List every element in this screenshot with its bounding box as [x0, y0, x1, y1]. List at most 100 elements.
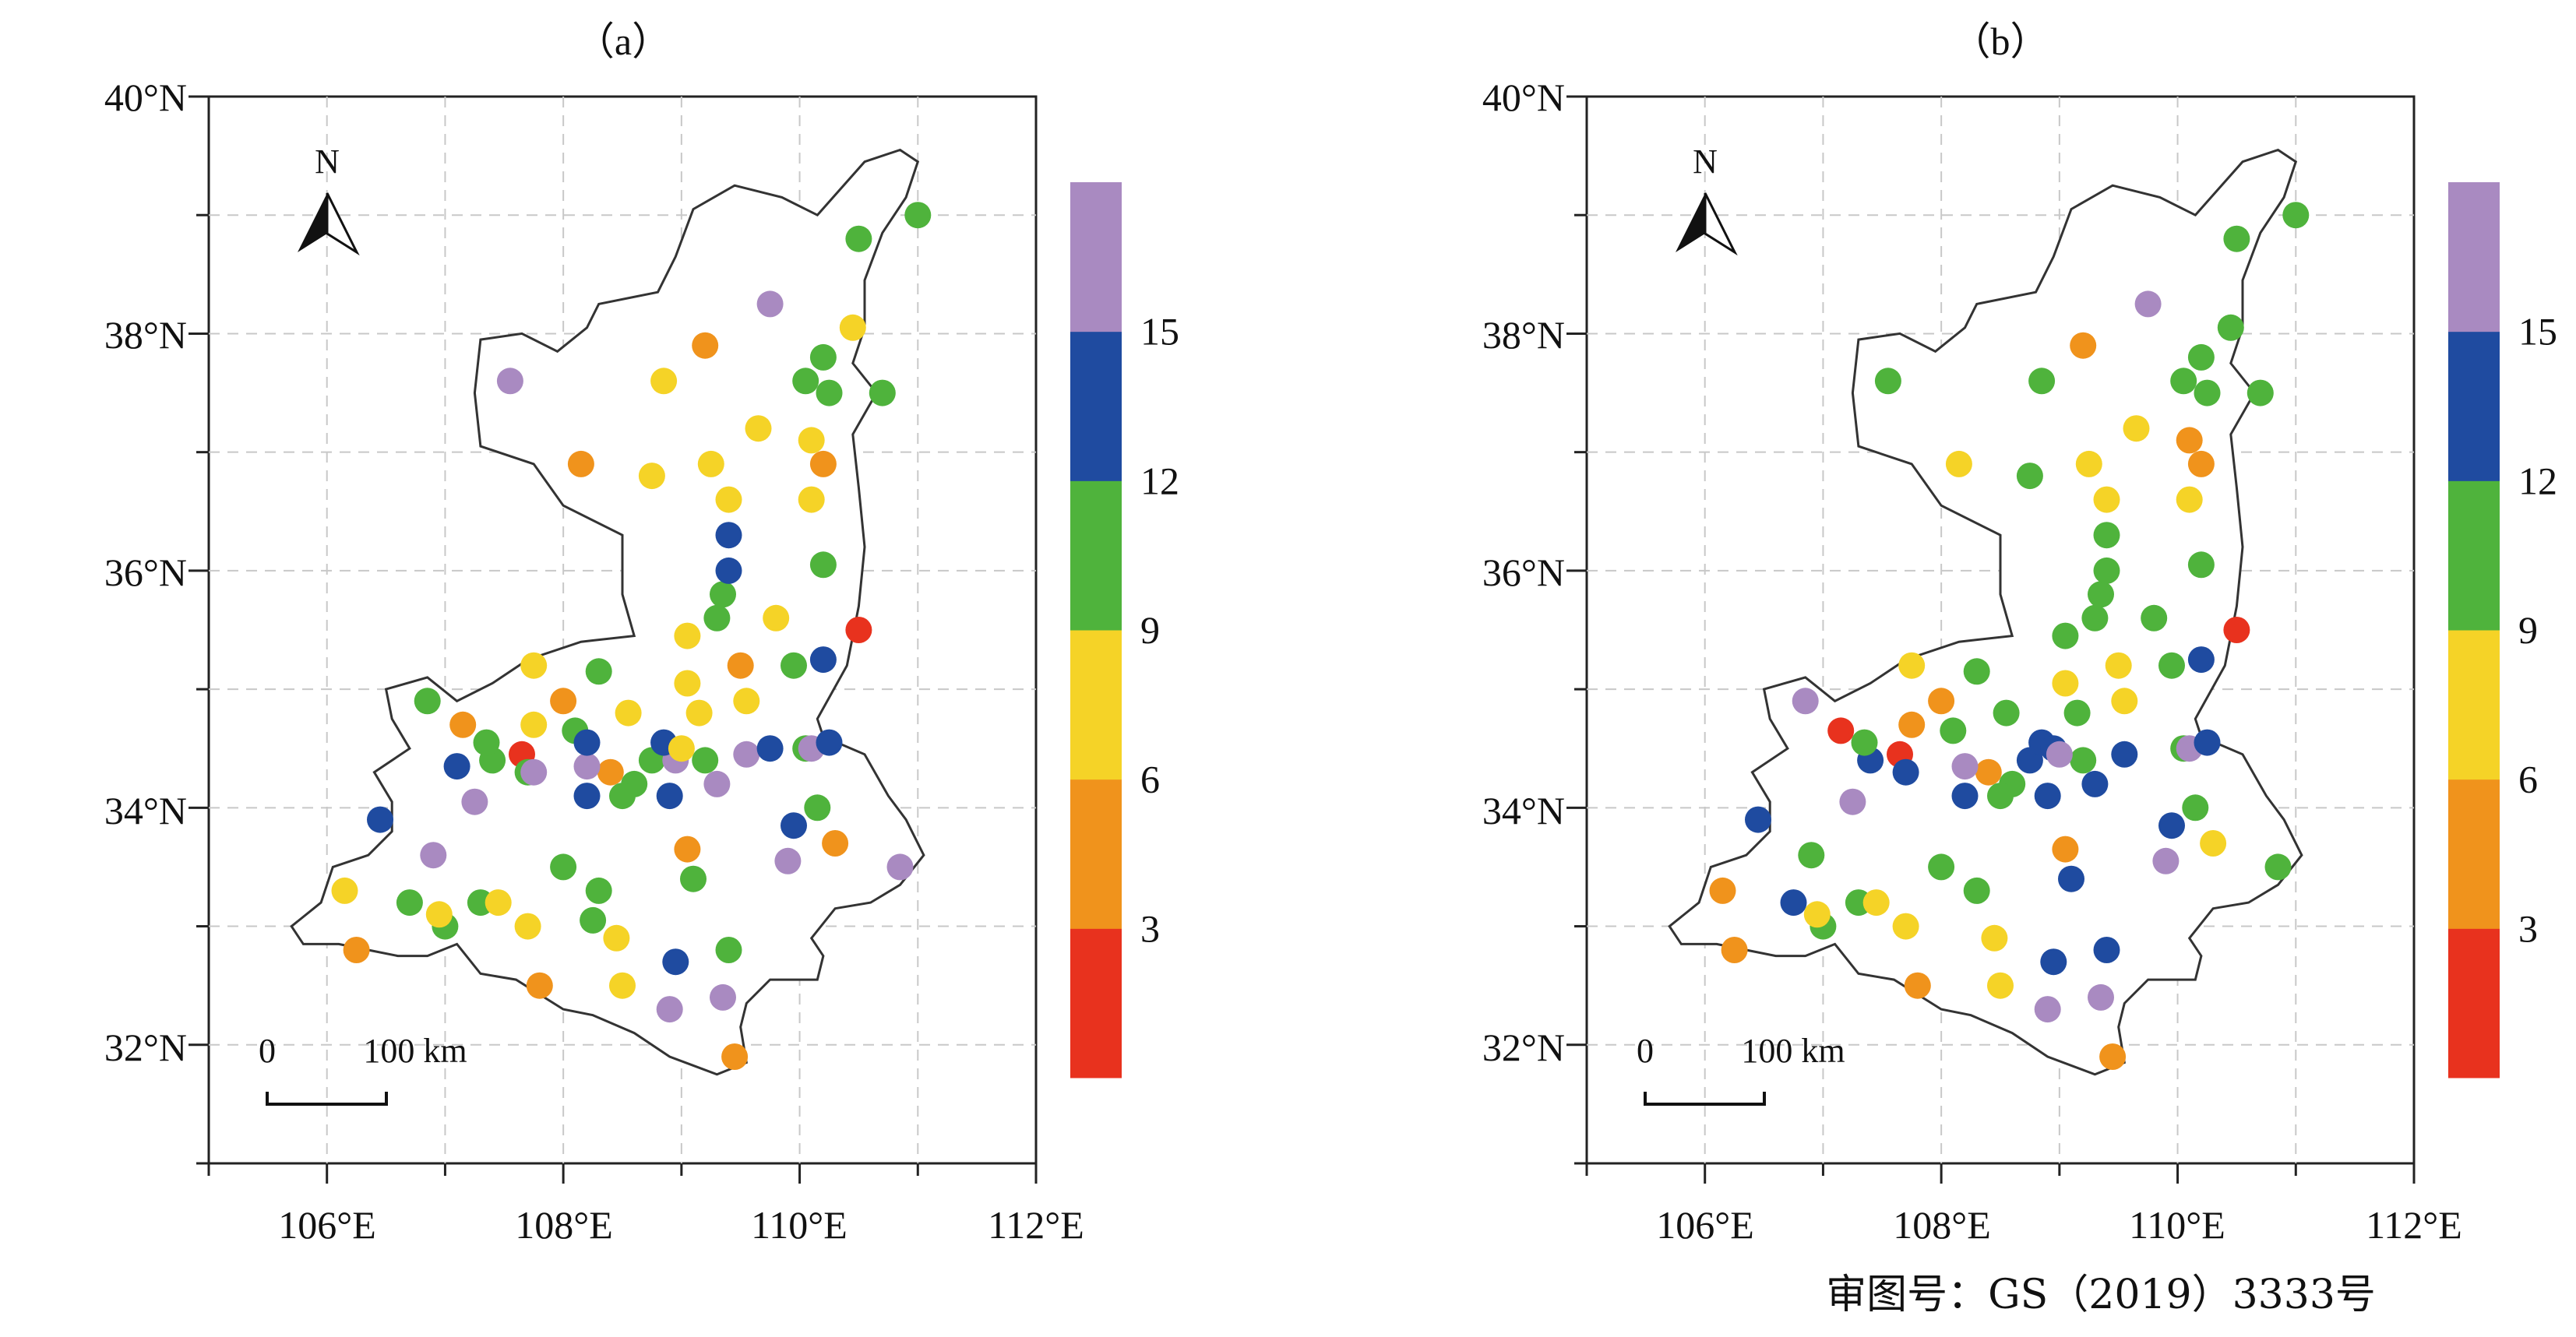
station-marker — [715, 522, 742, 549]
station-marker — [2111, 688, 2138, 715]
station-marker — [550, 853, 577, 881]
panel-label-a: （a） — [576, 19, 671, 63]
station-marker — [585, 658, 612, 685]
station-marker — [816, 379, 843, 406]
station-marker — [2187, 551, 2215, 579]
station-marker — [2158, 652, 2185, 679]
station-marker — [2247, 379, 2274, 406]
station-marker — [2176, 427, 2203, 454]
station-marker — [763, 604, 790, 632]
station-marker — [2063, 699, 2091, 727]
station-marker — [1745, 806, 1771, 833]
legend-tick-label: 12 — [1140, 459, 1179, 502]
station-marker — [2105, 652, 2132, 679]
lat-label-40: 40°N — [104, 76, 187, 119]
station-marker — [2194, 379, 2221, 406]
legend-tick-label: 12 — [2518, 459, 2557, 502]
station-marker — [792, 368, 819, 395]
station-marker — [733, 688, 760, 715]
scale-zero: 0 — [259, 1032, 276, 1070]
station-marker — [781, 652, 807, 679]
station-marker — [697, 450, 724, 477]
station-marker — [1874, 368, 1901, 395]
station-marker — [2223, 225, 2250, 252]
station-marker — [2264, 853, 2292, 881]
legend-tick-label: 6 — [2518, 758, 2538, 801]
lat-label-34: 34°N — [1482, 789, 1565, 832]
panel-b: （b） 32°N 34°N 36°N 38°N 40°N 106°E 108°E… — [1482, 19, 2557, 1247]
station-marker — [2093, 486, 2120, 513]
station-marker — [809, 343, 837, 371]
station-marker — [615, 699, 642, 727]
lon-label-112: 112°E — [988, 1203, 1084, 1247]
station-marker — [845, 617, 872, 643]
station-marker — [721, 1043, 749, 1070]
north-label: N — [1693, 142, 1718, 181]
station-marker — [1839, 788, 1866, 815]
station-marker — [1892, 758, 1919, 786]
station-marker — [2046, 741, 2073, 768]
legend-swatch — [2448, 630, 2500, 780]
panel-label-b: （b） — [1952, 19, 2049, 63]
station-marker — [580, 906, 607, 934]
legend-tick-label: 6 — [1140, 758, 1160, 801]
station-marker — [692, 747, 719, 774]
north-label: N — [315, 142, 340, 181]
station-marker — [2093, 557, 2120, 584]
station-marker — [904, 202, 932, 229]
lon-label-106: 106°E — [1656, 1203, 1754, 1247]
station-marker — [331, 877, 358, 904]
station-marker — [2016, 463, 2043, 490]
station-marker — [2052, 622, 2079, 649]
station-marker — [2034, 996, 2061, 1023]
scale-distance: 100 km — [363, 1032, 467, 1070]
station-marker — [650, 368, 678, 395]
station-marker — [886, 853, 914, 881]
station-marker — [2182, 794, 2209, 822]
station-marker — [1981, 924, 2008, 952]
station-marker — [573, 729, 601, 756]
station-marker — [756, 290, 784, 318]
station-marker — [496, 368, 523, 395]
station-marker — [449, 711, 477, 738]
region-outline-a — [290, 148, 925, 1076]
station-marker — [685, 699, 713, 727]
station-marker — [2070, 332, 2097, 359]
lat-label-34: 34°N — [104, 789, 187, 832]
station-marker — [414, 688, 441, 715]
station-marker — [1951, 753, 1979, 780]
station-marker — [2170, 368, 2197, 395]
station-marker — [809, 646, 837, 674]
scale-bar-a: 0 100 km — [259, 1032, 467, 1106]
station-marker — [1987, 972, 2014, 999]
station-marker — [798, 486, 825, 513]
station-marker — [1945, 450, 1972, 477]
station-marker — [822, 830, 849, 857]
station-marker — [1803, 901, 1831, 928]
station-marker — [2034, 783, 2061, 810]
legend-tick-label: 3 — [2518, 906, 2538, 950]
lon-label-110: 110°E — [751, 1203, 848, 1247]
station-marker — [1798, 842, 1825, 869]
station-marker — [745, 415, 772, 442]
station-marker — [680, 865, 707, 892]
station-marker — [692, 332, 719, 359]
station-marker — [804, 794, 831, 822]
station-marker — [461, 788, 488, 815]
station-marker — [343, 937, 370, 963]
legend-swatch — [2448, 480, 2500, 631]
station-marker — [839, 314, 866, 341]
station-marker — [781, 812, 807, 839]
station-marker — [473, 729, 500, 756]
station-marker — [1928, 688, 1955, 715]
station-marker — [485, 889, 512, 917]
station-marker — [845, 225, 872, 252]
station-marker — [1709, 877, 1736, 904]
north-arrow-icon: N — [298, 142, 360, 256]
scale-distance: 100 km — [1741, 1032, 1845, 1070]
legend-a: 3 6 9 12 15 — [1070, 182, 1179, 1078]
station-marker — [1904, 972, 1931, 999]
station-marker — [396, 889, 423, 917]
station-marker — [585, 877, 612, 904]
station-marker — [520, 652, 548, 679]
